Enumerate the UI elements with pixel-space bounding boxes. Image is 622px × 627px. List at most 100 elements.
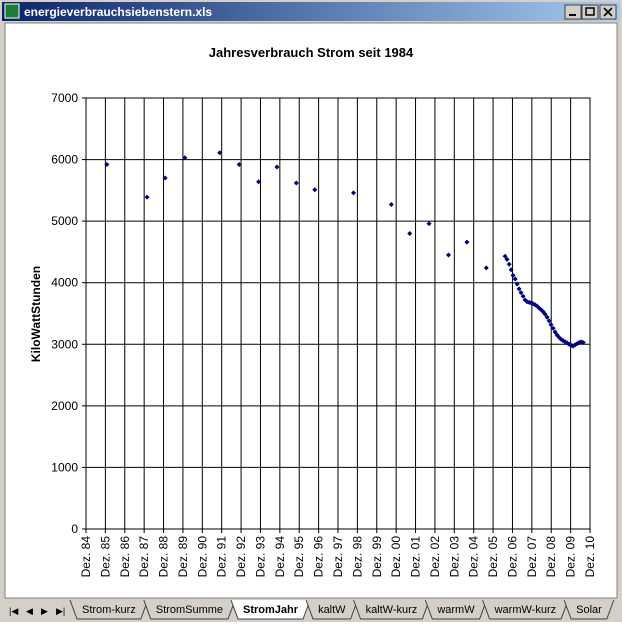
data-point: [520, 293, 526, 299]
y-tick-label: 7000: [51, 91, 78, 105]
x-tick-label: Dez. 92: [234, 536, 248, 578]
x-tick-label: Dez. 02: [428, 536, 442, 578]
data-point: [510, 272, 516, 278]
data-point: [550, 325, 556, 331]
x-tick-label: Dez. 96: [312, 536, 326, 578]
nav-prev[interactable]: ◀: [26, 606, 33, 616]
x-tick-label: Dez. 90: [195, 536, 209, 578]
title-bar: [2, 2, 620, 21]
data-point: [512, 276, 518, 282]
data-point: [506, 261, 512, 267]
data-point: [552, 329, 558, 335]
data-point: [546, 318, 552, 324]
x-tick-label: Dez. 98: [350, 536, 364, 578]
data-point: [502, 253, 508, 259]
y-tick-label: 6000: [51, 153, 78, 167]
data-point: [514, 281, 520, 287]
sheet-tab[interactable]: kaltW-kurz: [366, 604, 418, 616]
x-tick-label: Dez. 93: [253, 536, 267, 578]
x-tick-label: Dez. 89: [176, 536, 190, 578]
data-point: [236, 161, 242, 167]
maximize-button[interactable]: [581, 4, 599, 20]
data-point: [388, 202, 394, 208]
data-point: [426, 221, 432, 227]
x-tick-label: Dez. 04: [467, 536, 481, 578]
data-point: [312, 187, 318, 193]
x-tick-label: Dez. 03: [447, 536, 461, 578]
x-tick-label: Dez. 88: [157, 536, 171, 578]
data-point: [508, 267, 514, 273]
data-point: [217, 150, 223, 156]
x-tick-label: Dez. 94: [273, 536, 287, 578]
tab-shape: [563, 599, 615, 620]
data-point: [182, 155, 188, 161]
data-point: [483, 265, 489, 271]
sheet-tab[interactable]: StromSumme: [156, 604, 223, 616]
sheet-tab[interactable]: warmW: [436, 604, 475, 616]
sheet-tab[interactable]: Strom-kurz: [82, 604, 136, 616]
x-tick-label: Dez. 07: [525, 536, 539, 578]
y-tick-label: 2000: [51, 399, 78, 413]
maximize-icon: [585, 7, 595, 16]
data-point: [542, 311, 548, 317]
window-title: energieverbrauchsiebenstern.xls: [24, 5, 212, 19]
x-tick-label: Dez. 85: [98, 536, 112, 578]
sheet-tab[interactable]: kaltW: [318, 604, 346, 616]
plot-area: 0 1000 2000 3000 4000 5000 6000 7000 Dez. 84 Dez.…: [51, 91, 597, 577]
x-tick-label: Dez. 06: [505, 536, 519, 578]
x-tick-label: Dez. 01: [409, 536, 423, 578]
minimize-button[interactable]: [564, 4, 582, 20]
data-point: [518, 290, 524, 296]
tab-shape: [143, 599, 236, 620]
tab-nav[interactable]: |◀ ◀ ▶ ▶|: [9, 606, 65, 616]
sheet-tabs: Strom-kurz StromSumme StromJahr kaltW kaltW-…: [69, 599, 615, 620]
x-tick-label: Dez. 84: [79, 536, 93, 578]
chart-title: Jahresverbrauch Strom seit 1984: [209, 45, 414, 60]
data-point: [445, 252, 451, 258]
data-point: [516, 286, 522, 292]
nav-next[interactable]: ▶: [41, 606, 48, 616]
data-point: [544, 314, 550, 320]
window-buttons[interactable]: [564, 4, 617, 20]
data-point: [464, 239, 470, 245]
tab-shape: [424, 599, 488, 620]
x-tick-label: Dez. 86: [118, 536, 132, 578]
y-tick-label: 4000: [51, 276, 78, 290]
tab-shape: [305, 599, 359, 620]
x-tick-label: Dez. 87: [137, 536, 151, 578]
tab-shape: [230, 599, 311, 620]
x-tick-label: Dez. 97: [331, 536, 345, 578]
data-point: [548, 322, 554, 328]
x-tick-label: Dez. 05: [486, 536, 500, 578]
nav-first[interactable]: |◀: [9, 606, 18, 616]
data-point: [504, 256, 510, 262]
sheet-tab[interactable]: warmW-kurz: [494, 604, 557, 616]
data-point: [274, 164, 280, 170]
y-tick-label: 1000: [51, 460, 78, 474]
sheet-tab[interactable]: StromJahr: [243, 604, 299, 616]
data-point: [144, 194, 150, 200]
nav-last[interactable]: ▶|: [56, 606, 65, 616]
tab-shape: [482, 599, 569, 620]
x-tick-label: Dez. 08: [544, 536, 558, 578]
data-point: [407, 230, 413, 236]
data-point: [104, 161, 110, 167]
close-icon: [603, 7, 613, 17]
x-tick-label: Dez. 10: [583, 536, 597, 578]
data-point: [256, 179, 262, 185]
x-tick-label: Dez. 95: [292, 536, 306, 578]
y-tick-label: 5000: [51, 214, 78, 228]
data-point: [293, 180, 299, 186]
x-tick-label: Dez. 99: [370, 536, 384, 578]
x-tick-label: Dez. 09: [564, 536, 578, 578]
tab-shape: [353, 599, 430, 620]
tab-shape: [69, 599, 149, 620]
app-icon: [4, 3, 20, 19]
x-tick-label: Dez. 00: [389, 536, 403, 578]
x-tick-label: Dez. 91: [215, 536, 229, 578]
sheet-tab[interactable]: Solar: [576, 604, 602, 616]
y-tick-label: 3000: [51, 337, 78, 351]
data-point: [351, 190, 357, 196]
data-point: [580, 339, 586, 345]
